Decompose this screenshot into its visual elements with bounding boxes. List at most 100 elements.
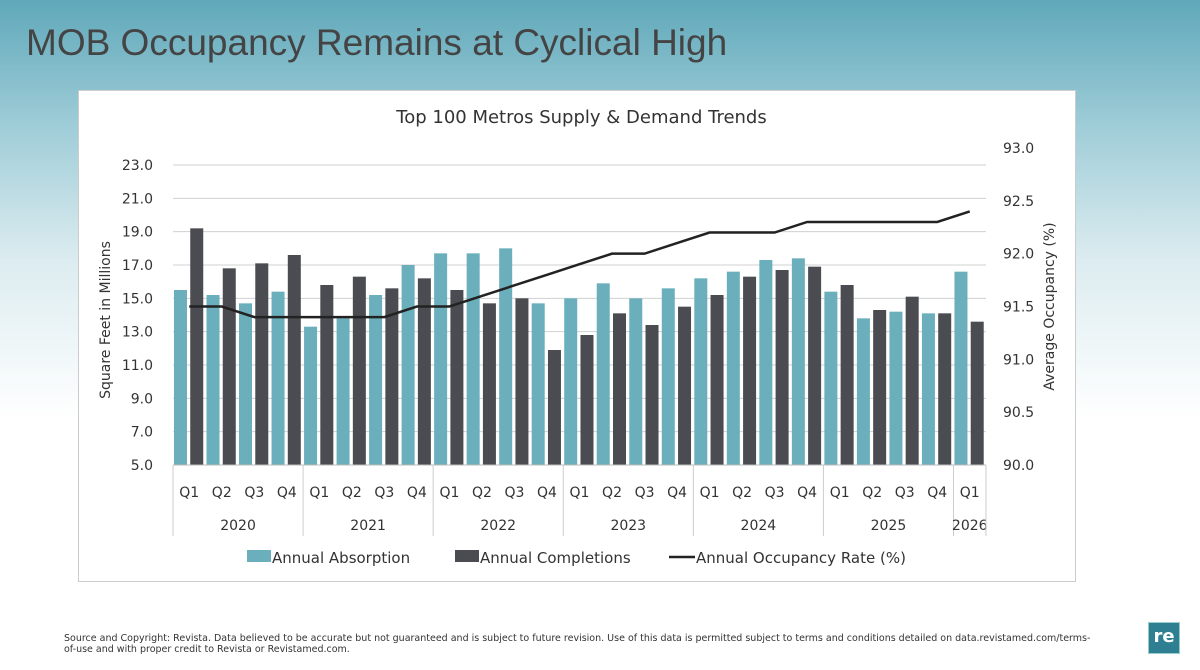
y2-tick-label: 93.0 [1003,141,1034,157]
absorption-bar [824,291,838,465]
absorption-bar [921,313,935,465]
x-tick-label: Q2 [212,485,232,501]
completions-bar [352,276,366,465]
absorption-bar [173,290,187,465]
x-tick-label: Q3 [244,485,264,501]
completions-bar [743,276,757,465]
y-tick-label: 5.0 [131,458,153,474]
absorption-bar [596,283,610,465]
completions-bar [255,263,269,465]
completions-bar [222,268,236,465]
absorption-bar [271,291,285,465]
absorption-bar [889,311,903,465]
legend-label: Annual Completions [480,549,631,567]
source-footer: Source and Copyright: Revista. Data beli… [64,633,1091,655]
y2-tick-label: 92.5 [1003,194,1034,210]
y-tick-label: 19.0 [122,225,153,241]
x-group-label: 2021 [350,518,386,534]
legend-swatch [247,550,271,562]
completions-bar [938,313,952,465]
x-tick-label: Q3 [895,485,915,501]
absorption-bar [661,288,675,465]
y2-tick-label: 91.5 [1003,300,1034,316]
absorption-bar [336,318,350,465]
absorption-bar [856,318,870,465]
x-tick-label: Q4 [927,485,947,501]
absorption-bar [629,298,643,465]
completions-bar [482,303,496,465]
y2-tick-label: 91.0 [1003,352,1034,368]
x-tick-label: Q1 [439,485,459,501]
completions-bar [873,310,887,465]
x-tick-label: Q4 [407,485,427,501]
completions-bar [190,228,204,465]
completions-bar [450,290,464,465]
completions-bar [808,266,822,465]
absorption-bar [206,295,220,465]
absorption-bar [791,258,805,465]
completions-bar [678,306,692,465]
y-axis-title: Square Feet in Millions [98,241,114,399]
completions-bar [840,285,854,465]
x-tick-label: Q1 [309,485,329,501]
x-tick-label: Q1 [570,485,590,501]
x-group-label: 2020 [220,518,256,534]
completions-bar [515,298,529,465]
legend-swatch [455,550,479,562]
chart: Top 100 Metros Supply & Demand Trends 5.0… [98,107,1058,567]
absorption-bar [564,298,578,465]
y-tick-label: 11.0 [122,358,153,374]
y-tick-label: 23.0 [122,158,153,174]
x-tick-label: Q1 [960,485,980,501]
occupancy-line [189,210,971,319]
x-tick-label: Q2 [472,485,492,501]
y-tick-label: 15.0 [122,291,153,307]
absorption-bar [466,253,480,465]
absorption-bar [726,271,740,465]
x-tick-label: Q3 [504,485,524,501]
chart-title: Top 100 Metros Supply & Demand Trends [395,107,766,128]
x-tick-label: Q2 [602,485,622,501]
y2-tick-label: 92.0 [1003,247,1034,263]
y2-tick-label: 90.5 [1003,405,1034,421]
x-tick-label: Q4 [667,485,687,501]
x-tick-label: Q1 [830,485,850,501]
completions-bar [645,325,659,465]
x-tick-label: Q3 [765,485,785,501]
x-group-label: 2023 [610,518,646,534]
x-tick-label: Q4 [537,485,557,501]
absorption-bar [954,271,968,465]
absorption-bar [531,303,545,465]
y-tick-label: 17.0 [122,258,153,274]
y-tick-label: 21.0 [122,191,153,207]
absorption-bar [304,326,318,465]
x-tick-label: Q1 [700,485,720,501]
completions-bar [970,321,984,465]
x-tick-label: Q2 [862,485,882,501]
completions-bar [710,295,724,465]
x-group-label: 2026 [952,518,988,534]
x-tick-label: Q2 [342,485,362,501]
y-tick-label: 13.0 [122,325,153,341]
completions-bar [385,288,399,465]
completions-bar [905,296,919,465]
completions-bar [320,285,334,465]
x-group-label: 2024 [741,518,777,534]
completions-bar [612,313,627,465]
revista-logo: re [1148,622,1180,654]
page-title: MOB Occupancy Remains at Cyclical High [26,22,728,63]
chart-card: Top 100 Metros Supply & Demand Trends 5.0… [78,90,1076,582]
x-tick-label: Q2 [732,485,752,501]
x-tick-label: Q3 [635,485,655,501]
completions-bar [287,255,301,465]
completions-bar [547,350,561,465]
absorption-bar [369,295,383,465]
x-tick-label: Q4 [277,485,297,501]
y-tick-label: 9.0 [131,391,153,407]
y-tick-label: 7.0 [131,425,153,441]
completions-bar [775,270,789,465]
x-tick-label: Q3 [374,485,394,501]
absorption-bar [499,248,513,465]
x-tick-label: Q4 [797,485,817,501]
x-group-label: 2025 [871,518,907,534]
